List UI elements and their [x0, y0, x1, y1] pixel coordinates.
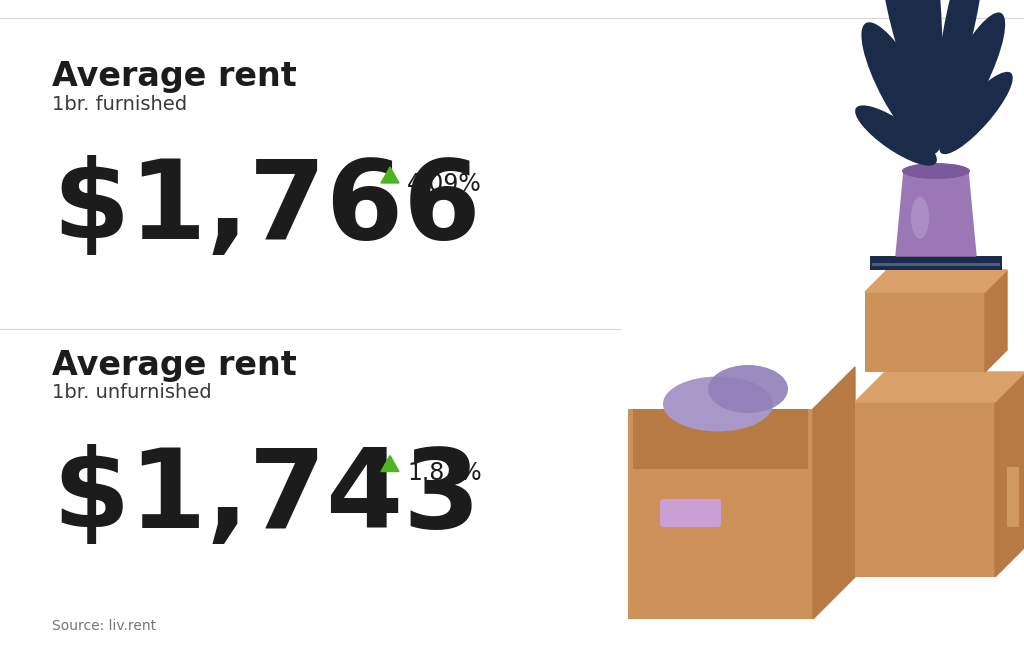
- Text: Average rent: Average rent: [52, 60, 297, 93]
- Ellipse shape: [911, 196, 929, 238]
- Polygon shape: [896, 171, 976, 256]
- Ellipse shape: [909, 0, 942, 93]
- Text: 4.09%: 4.09%: [407, 172, 481, 196]
- Bar: [855, 402, 995, 577]
- Ellipse shape: [932, 12, 1006, 143]
- Ellipse shape: [855, 105, 937, 166]
- Ellipse shape: [939, 72, 1013, 154]
- Bar: [1007, 467, 1019, 527]
- Bar: [872, 263, 1000, 266]
- Ellipse shape: [861, 22, 941, 154]
- Bar: [633, 409, 808, 469]
- Text: 1.81%: 1.81%: [407, 461, 481, 484]
- Polygon shape: [381, 455, 399, 472]
- Polygon shape: [995, 372, 1024, 577]
- Bar: [865, 292, 985, 372]
- Text: Source: liv.rent: Source: liv.rent: [52, 619, 156, 633]
- Polygon shape: [985, 270, 1007, 372]
- Ellipse shape: [936, 0, 986, 113]
- Polygon shape: [865, 270, 1007, 292]
- Polygon shape: [813, 367, 855, 619]
- Ellipse shape: [663, 376, 773, 432]
- Polygon shape: [855, 372, 1024, 402]
- Text: $1,766: $1,766: [52, 155, 480, 262]
- Bar: [870, 256, 1002, 270]
- Ellipse shape: [708, 365, 788, 413]
- Bar: [628, 409, 813, 619]
- Text: 1br. furnished: 1br. furnished: [52, 95, 187, 114]
- Ellipse shape: [902, 163, 970, 179]
- Text: $1,743: $1,743: [52, 443, 480, 551]
- Ellipse shape: [882, 0, 940, 123]
- Text: 1br. unfurnished: 1br. unfurnished: [52, 384, 212, 403]
- Text: Average rent: Average rent: [52, 348, 297, 382]
- FancyBboxPatch shape: [660, 499, 721, 527]
- Polygon shape: [381, 167, 399, 183]
